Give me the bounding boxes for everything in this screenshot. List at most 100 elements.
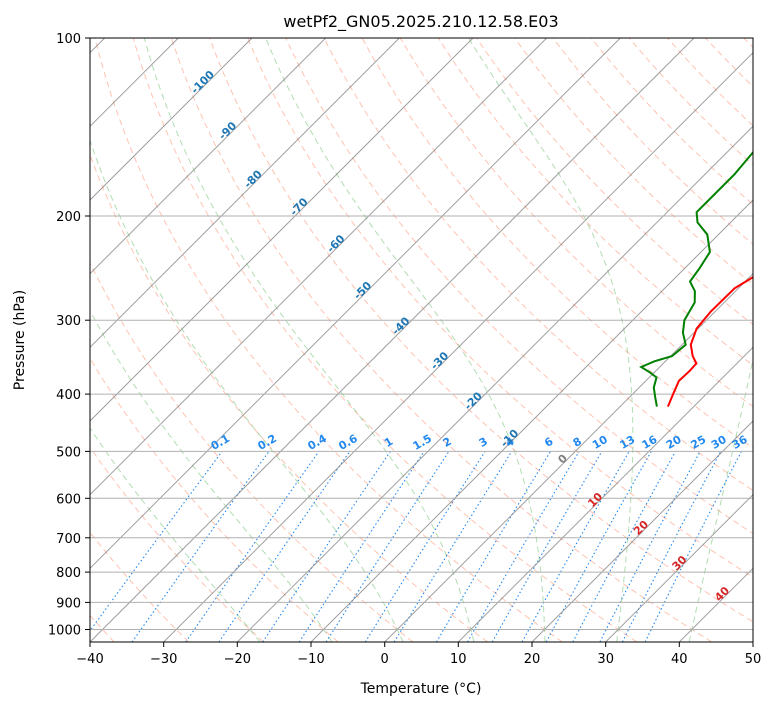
dry-adiabat	[90, 446, 264, 642]
isotherm-label: -50	[351, 279, 374, 302]
isotherm-label: -70	[287, 195, 310, 218]
mixing-ratio-line	[90, 451, 223, 632]
isotherm-label: -30	[428, 349, 451, 372]
dry-adiabat	[90, 261, 414, 642]
mixing-ratio-line	[298, 451, 425, 642]
isotherm-line	[90, 38, 695, 642]
dry-adiabat	[90, 531, 190, 642]
isotherm-line	[605, 493, 753, 642]
isotherm-label: 40	[712, 584, 732, 604]
y-tick-label: 100	[56, 32, 81, 47]
mixing-ratio-line	[435, 451, 552, 642]
isotherm-line	[457, 346, 753, 642]
dry-adiabat	[590, 38, 753, 206]
mixing-ratio-label: 6	[542, 435, 555, 450]
isotherm-line	[752, 641, 753, 642]
x-tick-label: 20	[524, 652, 541, 667]
isotherm-line	[90, 38, 253, 201]
dry-adiabat	[90, 357, 339, 642]
x-tick-label: −10	[297, 652, 324, 667]
dry-adiabat	[247, 38, 753, 578]
mixing-ratio-line	[325, 451, 450, 642]
dry-adiabat	[514, 38, 753, 285]
x-axis-title: Temperature (°C)	[360, 681, 482, 697]
mixing-ratio-line	[599, 451, 701, 642]
mixing-ratio-line	[621, 451, 722, 642]
isotherm-line	[90, 38, 474, 422]
isotherm-line	[163, 51, 753, 642]
y-tick-label: 300	[56, 314, 81, 329]
mixing-ratio-line	[393, 451, 513, 642]
dry-adiabat	[552, 38, 753, 245]
mixing-ratio-line	[218, 451, 351, 642]
mixing-ratio-line	[521, 451, 630, 642]
isotherm-line	[678, 567, 753, 642]
y-axis-title: Pressure (hPa)	[12, 290, 28, 390]
x-tick-label: 0	[381, 652, 389, 667]
dry-adiabat	[743, 38, 753, 49]
isotherm-line	[531, 420, 753, 642]
mixing-ratio-label: 36	[730, 433, 750, 452]
isotherm-label: -80	[242, 167, 265, 190]
background-lines	[90, 38, 753, 642]
mixing-ratio-line	[572, 451, 676, 642]
isotherm-label: 10	[585, 490, 605, 510]
isotherm-label: -100	[188, 68, 217, 97]
dry-adiabat	[437, 38, 753, 366]
moist-adiabat	[265, 38, 546, 642]
x-tick-label: 10	[450, 652, 467, 667]
y-tick-label: 500	[56, 445, 81, 460]
chart-title: wetPf2_GN05.2025.210.12.58.E03	[283, 12, 558, 32]
isotherm-line	[90, 38, 548, 496]
mixing-ratio-label: 0.4	[306, 432, 330, 453]
moist-adiabat	[90, 427, 261, 642]
dry-adiabat	[285, 38, 753, 535]
y-tick-label: 900	[56, 596, 81, 611]
isotherm-label: -20	[462, 389, 485, 412]
mixing-ratio-line	[644, 451, 742, 642]
x-tick-label: 30	[597, 652, 614, 667]
mixing-ratio-label: 10	[590, 433, 610, 452]
isotherm-line	[310, 199, 753, 642]
grid-lines	[90, 38, 753, 642]
isotherm-label: -10	[498, 427, 521, 450]
moist-adiabat	[688, 356, 753, 642]
mixing-ratio-line	[545, 451, 652, 642]
mixing-ratio-line	[262, 451, 391, 642]
moist-adiabat	[90, 139, 404, 642]
dry-adiabat	[170, 38, 712, 642]
x-tick-label: −40	[76, 652, 103, 667]
dry-adiabat	[90, 153, 488, 642]
mixing-ratio-label: 16	[640, 433, 660, 452]
dry-adiabat	[476, 38, 753, 326]
y-tick-label: 400	[56, 388, 81, 403]
temperature-profile	[666, 275, 753, 407]
profile-series	[639, 150, 753, 407]
mixing-ratio-label: 1	[382, 435, 395, 450]
isotherm-line	[90, 38, 621, 570]
y-tick-label: 1000	[48, 624, 81, 639]
mixing-ratio-line	[364, 451, 486, 642]
moist-adiabat	[468, 38, 634, 642]
dry-adiabat	[94, 38, 563, 642]
mixing-ratio-label: 0.1	[209, 432, 232, 453]
x-tick-label: 50	[745, 652, 762, 667]
isotherm-label: -90	[216, 119, 239, 142]
y-tick-label: 200	[56, 210, 81, 225]
x-tick-label: −20	[224, 652, 251, 667]
mixing-ratio-label: 20	[664, 433, 684, 452]
mixing-ratio-label: 25	[689, 433, 709, 452]
y-tick-label: 800	[56, 566, 81, 581]
isotherm-label: 20	[631, 518, 651, 538]
isotherm-line	[236, 125, 753, 642]
dry-adiabat	[667, 38, 753, 127]
mixing-ratio-label: 30	[709, 433, 729, 452]
dry-adiabat	[323, 38, 753, 492]
isotherm-line	[384, 272, 753, 642]
dewpoint-profile	[639, 150, 753, 407]
dry-adiabat	[705, 38, 753, 88]
dry-adiabat	[209, 38, 753, 623]
moist-adiabat	[143, 38, 475, 642]
isotherm-label: -40	[389, 314, 412, 337]
mixing-ratio-label: 1.5	[411, 432, 434, 453]
